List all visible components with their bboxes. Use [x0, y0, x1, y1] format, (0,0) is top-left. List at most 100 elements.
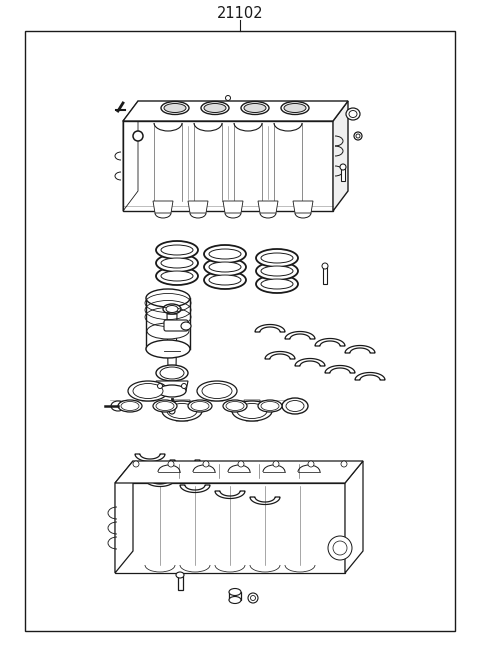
Polygon shape: [293, 201, 313, 213]
Ellipse shape: [156, 401, 174, 411]
Polygon shape: [140, 400, 156, 401]
Polygon shape: [315, 338, 345, 346]
Bar: [341, 167, 345, 181]
Ellipse shape: [244, 104, 266, 112]
Ellipse shape: [197, 381, 237, 401]
Circle shape: [308, 461, 314, 467]
Ellipse shape: [261, 266, 293, 276]
Ellipse shape: [156, 267, 198, 285]
Ellipse shape: [176, 572, 184, 578]
Ellipse shape: [241, 102, 269, 115]
Polygon shape: [265, 352, 295, 359]
Circle shape: [340, 164, 346, 170]
Ellipse shape: [232, 401, 272, 421]
Polygon shape: [153, 201, 173, 213]
Polygon shape: [178, 576, 182, 590]
Polygon shape: [285, 331, 315, 339]
Ellipse shape: [111, 401, 125, 411]
Polygon shape: [156, 381, 188, 391]
Polygon shape: [188, 201, 208, 213]
Ellipse shape: [226, 401, 244, 411]
Ellipse shape: [162, 401, 202, 421]
Circle shape: [133, 131, 143, 141]
Circle shape: [203, 461, 209, 467]
Polygon shape: [115, 483, 345, 573]
Bar: [323, 266, 327, 284]
Ellipse shape: [346, 108, 360, 120]
Polygon shape: [135, 454, 165, 461]
Ellipse shape: [261, 279, 293, 289]
Ellipse shape: [133, 384, 163, 398]
Polygon shape: [345, 461, 363, 573]
Circle shape: [238, 461, 244, 467]
Ellipse shape: [146, 340, 190, 358]
Ellipse shape: [204, 104, 226, 112]
Circle shape: [333, 541, 347, 555]
Polygon shape: [345, 346, 375, 353]
Polygon shape: [255, 325, 285, 332]
Ellipse shape: [156, 241, 198, 259]
Circle shape: [322, 263, 328, 269]
Circle shape: [248, 593, 258, 603]
Polygon shape: [123, 101, 348, 121]
Polygon shape: [240, 472, 270, 480]
Ellipse shape: [161, 245, 193, 255]
Ellipse shape: [256, 249, 298, 267]
Ellipse shape: [181, 322, 191, 330]
Ellipse shape: [223, 400, 247, 412]
Ellipse shape: [128, 381, 168, 401]
Polygon shape: [123, 121, 333, 211]
Polygon shape: [258, 201, 278, 213]
Ellipse shape: [209, 275, 241, 285]
Polygon shape: [325, 365, 355, 373]
Ellipse shape: [261, 253, 293, 263]
Circle shape: [273, 461, 279, 467]
Ellipse shape: [147, 323, 189, 339]
Ellipse shape: [201, 102, 229, 115]
Circle shape: [181, 384, 187, 388]
Ellipse shape: [166, 306, 178, 312]
Circle shape: [157, 384, 163, 388]
Ellipse shape: [286, 401, 304, 411]
Polygon shape: [295, 359, 325, 366]
Polygon shape: [174, 400, 190, 421]
Ellipse shape: [156, 365, 188, 381]
Ellipse shape: [284, 104, 306, 112]
Ellipse shape: [153, 400, 177, 412]
Ellipse shape: [167, 403, 197, 419]
Polygon shape: [244, 400, 260, 421]
Circle shape: [356, 134, 360, 138]
Polygon shape: [115, 461, 363, 483]
Ellipse shape: [209, 249, 241, 259]
Circle shape: [169, 408, 175, 414]
Ellipse shape: [229, 588, 241, 596]
Polygon shape: [333, 101, 348, 211]
Ellipse shape: [256, 262, 298, 280]
Ellipse shape: [256, 275, 298, 293]
Polygon shape: [180, 485, 210, 493]
Ellipse shape: [161, 271, 193, 281]
Text: 21102: 21102: [216, 5, 264, 20]
Ellipse shape: [204, 245, 246, 263]
Ellipse shape: [188, 400, 212, 412]
Circle shape: [328, 536, 352, 560]
Ellipse shape: [160, 367, 184, 379]
Ellipse shape: [161, 102, 189, 115]
Circle shape: [341, 461, 347, 467]
Circle shape: [168, 461, 174, 467]
Polygon shape: [209, 400, 225, 401]
Bar: [229, 592, 241, 600]
Bar: [25, 31, 455, 631]
Polygon shape: [223, 201, 243, 213]
Ellipse shape: [204, 258, 246, 276]
Ellipse shape: [146, 289, 190, 307]
Ellipse shape: [191, 401, 209, 411]
Ellipse shape: [163, 304, 181, 314]
Ellipse shape: [202, 384, 232, 398]
Ellipse shape: [118, 400, 142, 412]
Ellipse shape: [229, 596, 241, 604]
Ellipse shape: [209, 262, 241, 272]
Ellipse shape: [282, 398, 308, 414]
FancyBboxPatch shape: [164, 320, 188, 331]
Polygon shape: [250, 497, 280, 504]
